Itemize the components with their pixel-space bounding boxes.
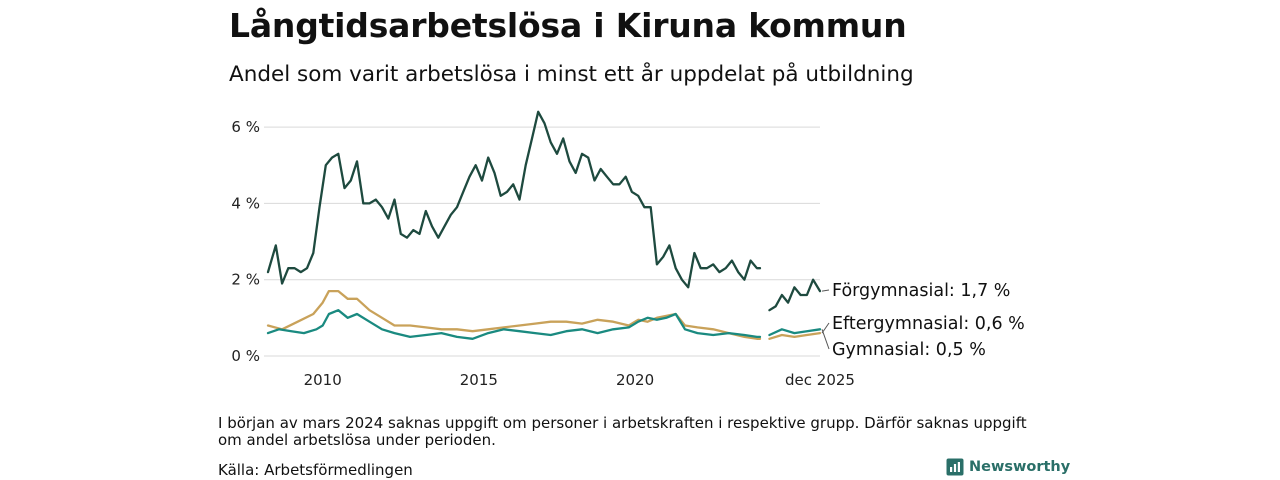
end-label-forgymnasial: Förgymnasial: 1,7 % bbox=[832, 281, 1010, 301]
brand-name: Newsworthy bbox=[969, 459, 1071, 475]
x-tick-label: 2020 bbox=[616, 371, 654, 389]
y-tick-label: 4 % bbox=[231, 194, 260, 212]
label-leader-line bbox=[821, 289, 830, 292]
label-leader-line bbox=[821, 329, 830, 350]
series-line-gymnasial-after-gap bbox=[768, 328, 822, 337]
series-line-eftergymnasial-before-gap bbox=[266, 289, 762, 340]
series-line-eftergymnasial-after-gap bbox=[768, 331, 822, 340]
y-tick-label: 6 % bbox=[231, 118, 260, 136]
y-tick-label: 0 % bbox=[231, 347, 260, 365]
source-text: Källa: Arbetsförmedlingen bbox=[218, 461, 413, 479]
newsworthy-icon bbox=[946, 458, 964, 476]
x-tick-label: 2010 bbox=[304, 371, 342, 389]
brand-logo[interactable]: Newsworthy bbox=[946, 458, 1070, 476]
x-tick-label: 2015 bbox=[460, 371, 498, 389]
y-tick-label: 2 % bbox=[231, 271, 260, 289]
series-line-förgymnasial-after-gap bbox=[768, 278, 822, 312]
footnote: I början av mars 2024 saknas uppgift om … bbox=[218, 414, 1027, 449]
chart-title: Långtidsarbetslösa i Kiruna kommun bbox=[229, 6, 907, 45]
series-line-förgymnasial-before-gap bbox=[266, 110, 762, 289]
series-line-gymnasial-before-gap bbox=[266, 309, 762, 340]
x-tick-label: dec 2025 bbox=[785, 371, 855, 389]
line-chart: 0 % 2 % 4 % 6 % 2010 2015 2020 dec 2025 Förgymna… bbox=[231, 110, 1025, 389]
end-label-eftergymnasial: Eftergymnasial: 0,6 % bbox=[832, 314, 1025, 334]
chart-subtitle: Andel som varit arbetslösa i minst ett å… bbox=[229, 62, 914, 87]
end-label-gymnasial: Gymnasial: 0,5 % bbox=[832, 340, 986, 360]
